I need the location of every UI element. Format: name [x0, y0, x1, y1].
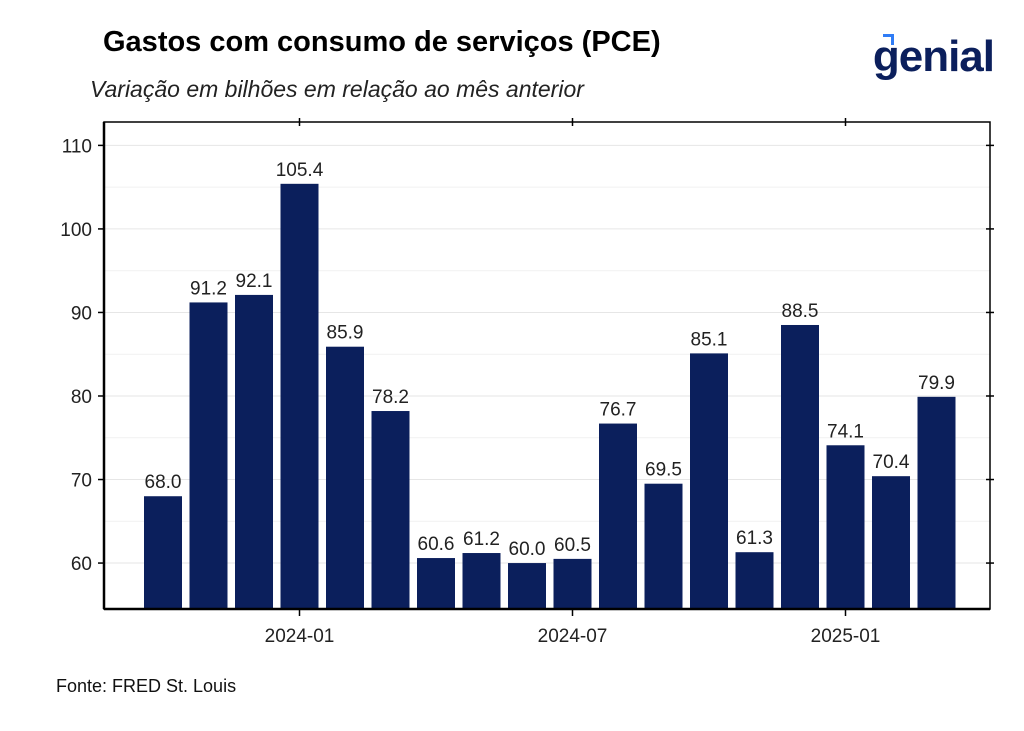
genial-logo: genial: [873, 32, 995, 82]
chart-subtitle: Variação em bilhões em relação ao mês an…: [90, 76, 584, 102]
data-label-2024-08: 76.7: [600, 400, 637, 421]
data-label-2024-01: 105.4: [276, 160, 324, 181]
bar-2023-11: [189, 302, 228, 609]
bar-2024-07: [553, 558, 592, 609]
data-label-2023-12: 92.1: [236, 271, 273, 292]
data-label-2024-03: 78.2: [372, 387, 409, 408]
data-label-2023-11: 91.2: [190, 278, 227, 299]
bar-2024-11: [735, 552, 774, 609]
y-tick-label: 60: [71, 554, 92, 575]
x-tick-label: 2024-01: [265, 626, 335, 647]
x-tick-label: 2024-07: [538, 626, 608, 647]
bar-2024-03: [371, 411, 410, 609]
bar-2024-09: [644, 483, 683, 609]
y-tick-label: 90: [71, 303, 92, 324]
y-tick-label: 80: [71, 387, 92, 408]
data-label-2025-02: 70.4: [873, 452, 910, 473]
data-label-2024-02: 85.9: [327, 323, 364, 344]
source-note: Fonte: FRED St. Louis: [56, 676, 237, 696]
bars-group: [144, 183, 956, 609]
x-tick-label: 2025-01: [811, 626, 881, 647]
y-tick-label: 110: [62, 136, 92, 157]
bar-2025-01: [826, 445, 865, 609]
data-label-2025-01: 74.1: [827, 421, 864, 442]
data-label-2024-10: 85.1: [691, 329, 728, 350]
chart-title: Gastos com consumo de serviços (PCE): [103, 26, 661, 58]
bar-2025-02: [872, 476, 910, 609]
bar-2024-10: [690, 353, 728, 609]
data-labels-group: 68.0 91.2 92.1 105.4 85.9 78.2 60.6 61.2 60.0 60.…: [145, 160, 955, 560]
data-label-2024-06: 60.0: [509, 539, 546, 560]
data-label-2024-04: 60.6: [418, 534, 455, 555]
y-tick-label: 100: [60, 220, 92, 241]
y-tick-label: 70: [71, 471, 92, 492]
bar-2025-03: [917, 396, 956, 609]
bar-2024-04: [417, 558, 455, 609]
data-label-2024-05: 61.2: [463, 529, 500, 550]
data-label-2024-12: 88.5: [782, 301, 819, 322]
data-label-2024-11: 61.3: [736, 528, 773, 549]
logo-accent-icon: [882, 34, 894, 45]
bar-2024-02: [326, 346, 364, 609]
bar-2024-05: [462, 553, 501, 609]
data-label-2025-03: 79.9: [918, 373, 955, 394]
bar-2023-10: [144, 496, 182, 609]
bar-2024-01: [280, 183, 319, 609]
data-label-2024-09: 69.5: [645, 460, 682, 481]
bar-2024-06: [508, 563, 546, 609]
bar-2024-12: [781, 324, 819, 609]
bar-2024-08: [599, 423, 637, 609]
data-label-2023-10: 68.0: [145, 472, 182, 493]
bar-2023-12: [235, 294, 273, 609]
data-label-2024-07: 60.5: [554, 535, 591, 556]
axes-group: 60 70 80 90 100 110 2024-01 2024-07 2025-01: [60, 118, 994, 647]
